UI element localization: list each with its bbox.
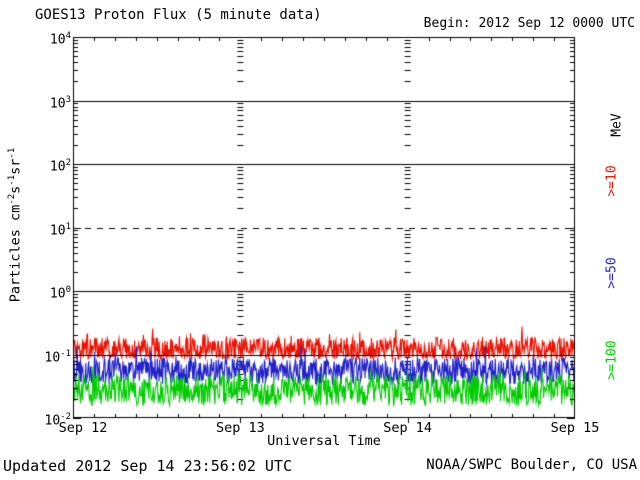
page-title: GOES13 Proton Flux (5 minute data) [35,7,322,23]
y-tick-label: 10-2 [44,412,72,429]
y-tick-label: 104 [49,31,71,48]
updated-timestamp: Updated 2012 Sep 14 23:56:02 UTC [3,457,292,475]
y-tick-label: 100 [49,285,71,302]
source-attribution: NOAA/SWPC Boulder, CO USA [426,457,637,473]
legend-ge50-label: >=50 [604,257,620,289]
legend-ge100-label: >=100 [604,340,620,380]
y-tick-label: 101 [49,221,71,238]
x-tick-label: Sep 12 [58,420,108,436]
legend-ge10-label: >=10 [604,165,620,197]
x-tick-label: Sep 15 [550,420,600,436]
x-tick-label: Sep 13 [215,420,265,436]
legend-units-label: MeV [609,113,625,137]
begin-time-label: Begin: 2012 Sep 12 0000 UTC [423,16,635,31]
y-tick-label: 102 [49,158,71,175]
y-axis-label: Particles cm-2s-1sr-1 [6,147,24,303]
y-tick-label: 103 [49,94,71,111]
y-tick-label: 10-1 [44,348,72,365]
x-axis-label: Universal Time [267,433,381,449]
x-tick-label: Sep 14 [383,420,433,436]
